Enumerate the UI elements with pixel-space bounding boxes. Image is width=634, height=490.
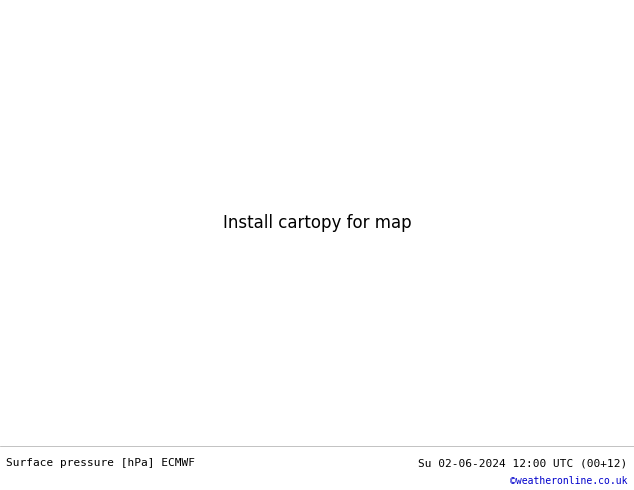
Text: Surface pressure [hPa] ECMWF: Surface pressure [hPa] ECMWF xyxy=(6,458,195,468)
Text: Su 02-06-2024 12:00 UTC (00+12): Su 02-06-2024 12:00 UTC (00+12) xyxy=(418,458,628,468)
Text: ©weatheronline.co.uk: ©weatheronline.co.uk xyxy=(510,476,628,487)
Text: Install cartopy for map: Install cartopy for map xyxy=(223,214,411,232)
